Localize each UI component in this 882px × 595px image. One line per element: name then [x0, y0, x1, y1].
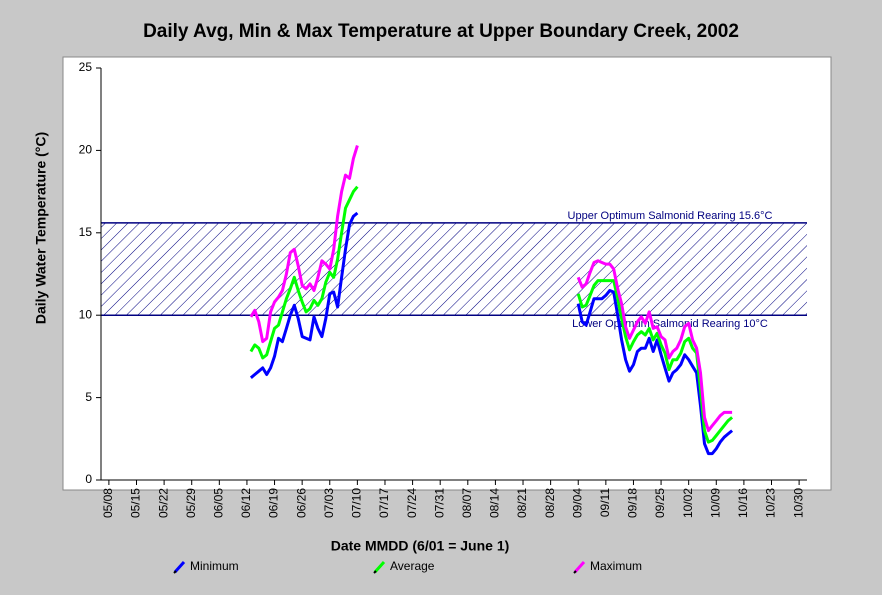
x-tick-label: 07/24 [405, 488, 419, 518]
reference-label: Upper Optimum Salmonid Rearing 15.6°C [568, 210, 773, 222]
x-tick-label: 05/15 [129, 488, 143, 518]
x-tick-label: 05/22 [156, 488, 170, 518]
x-tick-label: 10/30 [791, 488, 805, 518]
x-tick-label: 06/19 [267, 488, 281, 518]
legend-label: Average [390, 559, 435, 573]
x-tick-label: 05/08 [101, 488, 115, 518]
x-tick-label: 08/21 [515, 488, 529, 518]
x-tick-label: 10/09 [708, 488, 722, 518]
legend-label: Maximum [590, 559, 642, 573]
x-tick-label: 09/18 [626, 488, 640, 518]
x-axis-label: Date MMDD (6/01 = June 1) [331, 538, 510, 554]
y-tick-label: 20 [79, 143, 93, 157]
x-tick-label: 06/26 [294, 488, 308, 518]
y-tick-label: 0 [85, 472, 92, 486]
series-line [249, 211, 734, 456]
legend-swatch [173, 560, 186, 574]
x-tick-label: 08/14 [488, 488, 502, 518]
legend-label: Minimum [190, 559, 239, 573]
y-tick-label: 10 [79, 307, 93, 321]
chart-title: Daily Avg, Min & Max Temperature at Uppe… [143, 21, 739, 42]
series-line [249, 185, 734, 444]
x-tick-label: 10/23 [764, 488, 778, 518]
optimum-band [101, 222, 807, 316]
x-tick-label: 07/10 [350, 488, 364, 518]
x-tick-label: 07/31 [432, 488, 446, 518]
x-tick-label: 10/16 [736, 488, 750, 518]
x-tick-label: 08/28 [543, 488, 557, 518]
legend-swatch-edge [373, 570, 377, 574]
x-tick-label: 09/25 [653, 488, 667, 518]
x-tick-label: 10/02 [681, 488, 695, 518]
legend-swatch-edge [573, 570, 577, 574]
x-tick-label: 07/03 [322, 488, 336, 518]
legend-swatch-edge [173, 570, 177, 574]
y-tick-label: 15 [79, 225, 93, 239]
y-tick-label: 5 [85, 390, 92, 404]
legend-swatch [373, 560, 386, 574]
x-tick-label: 08/07 [460, 488, 474, 518]
x-tick-label: 09/04 [570, 488, 584, 518]
legend-swatch [573, 560, 586, 574]
reference-label: Lower Optimum Salmonid Rearing 10°C [572, 318, 768, 330]
x-tick-label: 06/05 [211, 488, 225, 518]
series-line [249, 145, 733, 433]
y-axis-label: Daily Water Temperature (°C) [33, 132, 49, 324]
y-tick-label: 25 [79, 60, 93, 74]
x-tick-label: 05/29 [184, 488, 198, 518]
x-tick-label: 06/12 [239, 488, 253, 518]
x-tick-label: 07/17 [377, 488, 391, 518]
x-tick-label: 09/11 [598, 488, 612, 517]
